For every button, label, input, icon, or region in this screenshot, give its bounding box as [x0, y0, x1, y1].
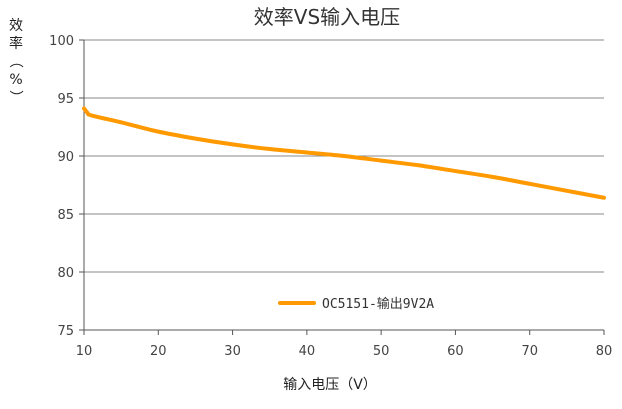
y-axis-label-char: 率	[9, 35, 23, 52]
y-tick-label: 80	[57, 266, 74, 281]
y-axis-label-char: %	[9, 72, 22, 88]
x-tick-label: 60	[447, 344, 464, 359]
y-tick-label: 75	[57, 324, 74, 339]
x-axis-label: 输入电压（V）	[283, 377, 377, 393]
x-tick-label: 20	[150, 344, 167, 359]
axes	[79, 39, 605, 335]
y-tick-label: 100	[49, 34, 74, 49]
y-axis-label-group: 效率 （% ）	[7, 18, 23, 104]
x-tick-label: 50	[373, 344, 390, 359]
x-tick-label: 40	[299, 344, 316, 359]
series-line-0	[82, 106, 606, 200]
legend-label: OC5151-输出9V2A	[322, 296, 434, 312]
x-tick-label: 70	[521, 344, 538, 359]
series-lines	[82, 106, 606, 200]
tick-labels: 75 80 85 90 95 100 10 20 30 40 50 60 70 80	[49, 34, 612, 359]
x-tick-label: 30	[224, 344, 241, 359]
x-tick-label: 10	[76, 344, 93, 359]
y-axis-label-char: 效	[9, 18, 23, 34]
y-axis-label-char: （	[7, 54, 23, 68]
y-tick-label: 85	[57, 208, 74, 223]
y-tick-label: 90	[57, 150, 74, 165]
y-tick-label: 95	[57, 92, 74, 107]
y-axis-label-char: ）	[7, 90, 23, 104]
legend: OC5151-输出9V2A	[278, 296, 434, 312]
chart-title: 效率VS输入电压	[254, 5, 400, 29]
x-tick-label: 80	[596, 344, 613, 359]
